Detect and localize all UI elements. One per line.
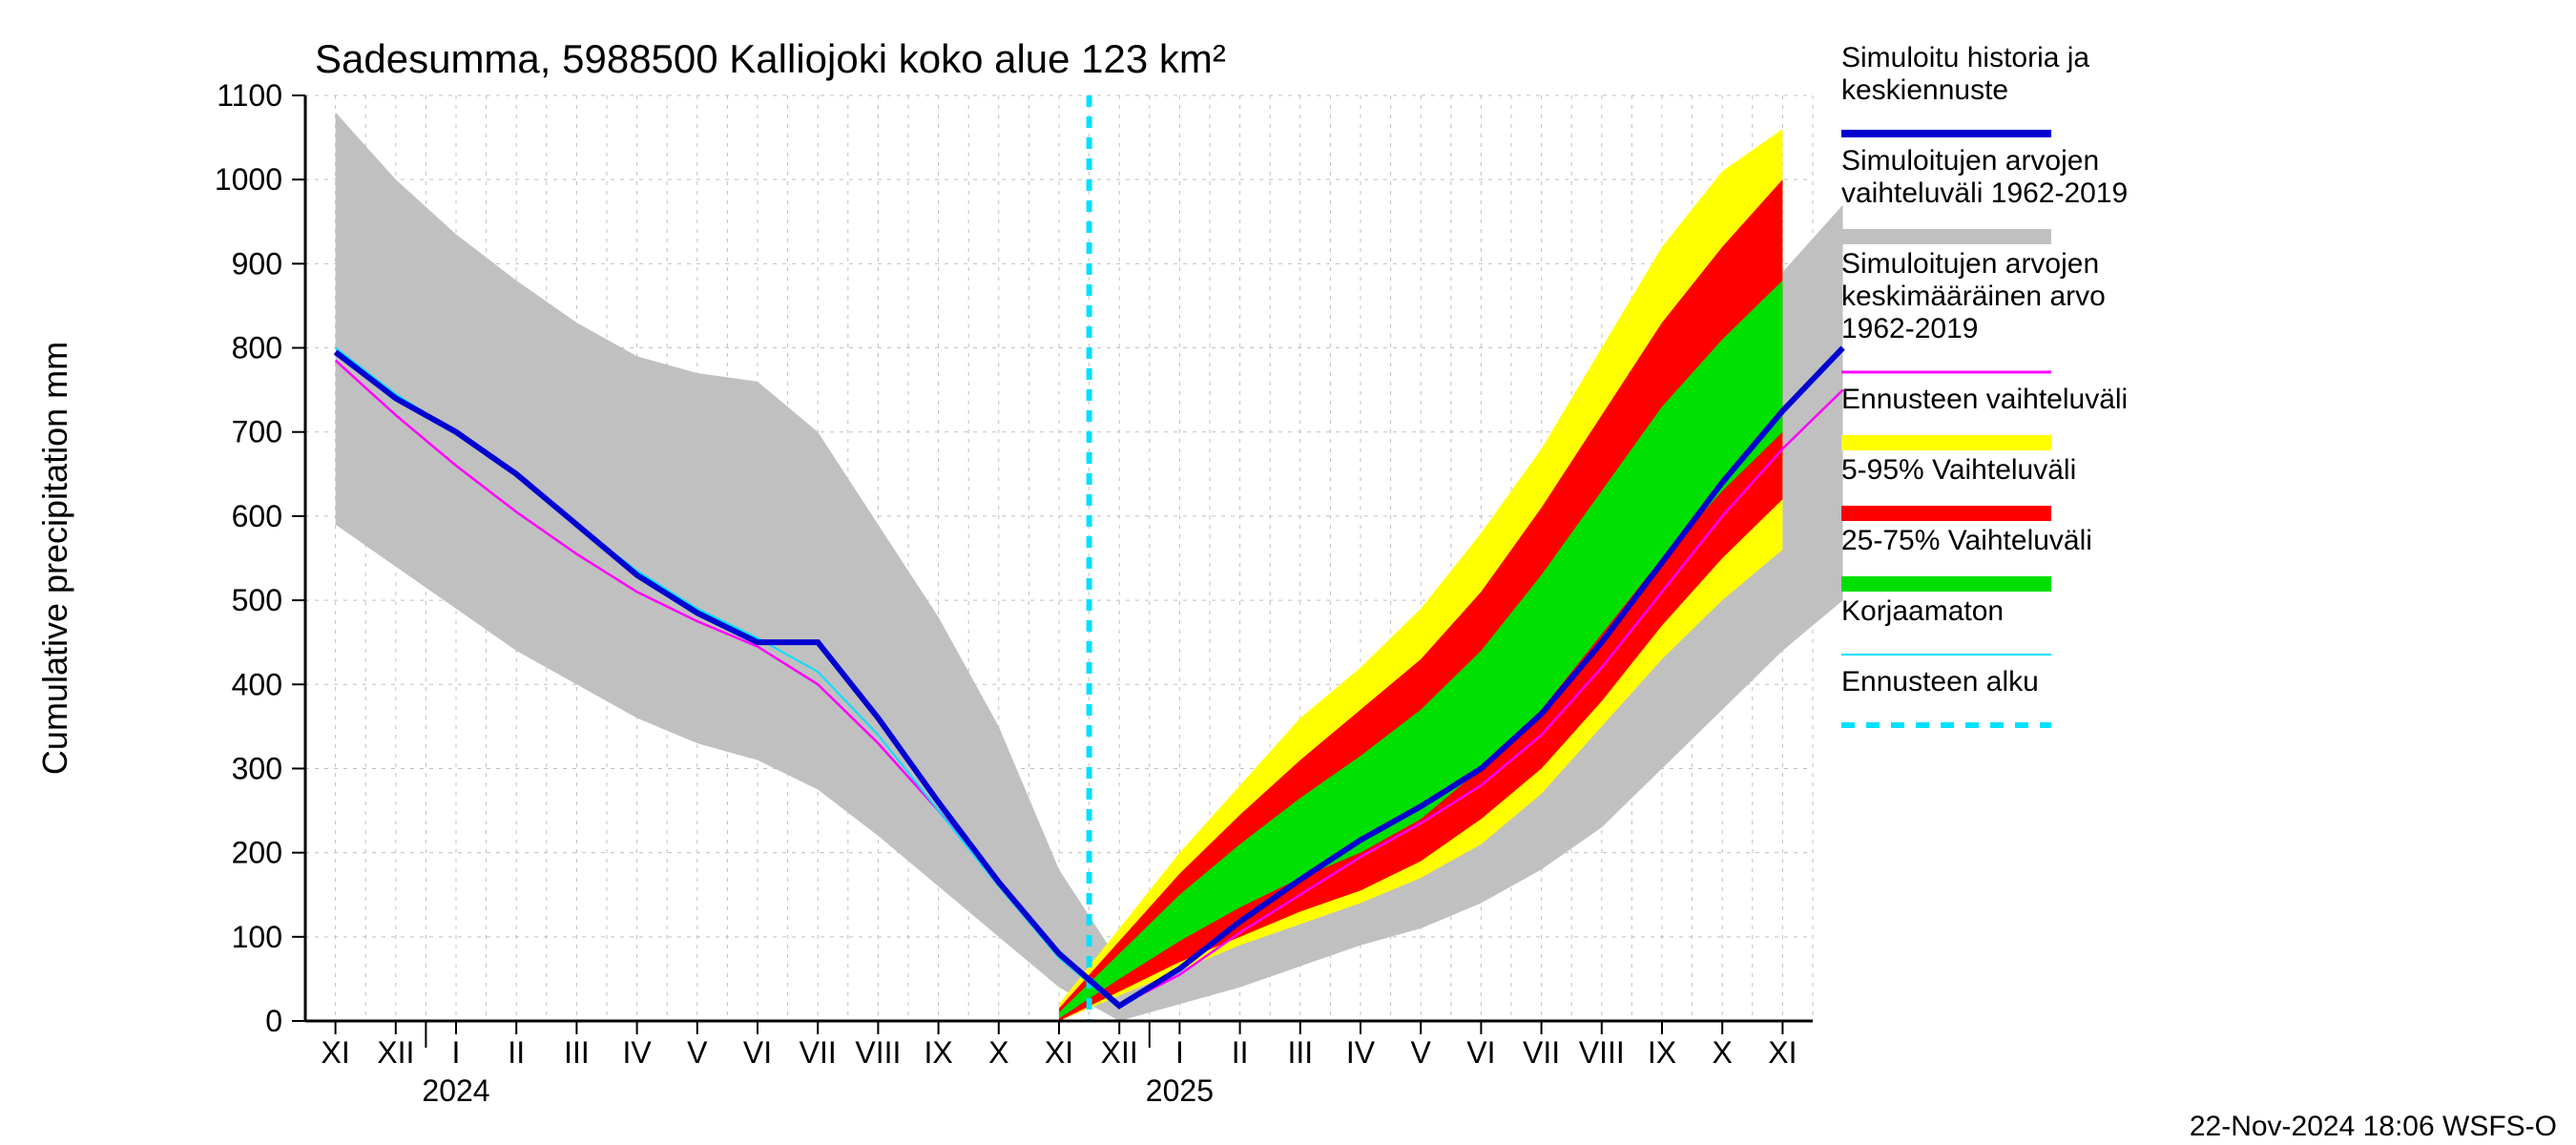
svg-text:Ennusteen alku: Ennusteen alku: [1841, 666, 2039, 697]
svg-text:keskimääräinen arvo: keskimääräinen arvo: [1841, 281, 2106, 312]
svg-text:V: V: [687, 1035, 708, 1070]
svg-text:V: V: [1411, 1035, 1432, 1070]
svg-text:VIII: VIII: [1579, 1035, 1625, 1070]
svg-text:IX: IX: [1648, 1035, 1676, 1070]
svg-text:25-75% Vaihteluväli: 25-75% Vaihteluväli: [1841, 525, 2092, 556]
svg-text:700: 700: [232, 415, 282, 449]
svg-text:IV: IV: [622, 1035, 652, 1070]
svg-text:I: I: [452, 1035, 461, 1070]
svg-text:600: 600: [232, 499, 282, 533]
svg-text:VII: VII: [800, 1035, 837, 1070]
svg-text:1100: 1100: [217, 78, 282, 113]
svg-text:VI: VI: [743, 1035, 772, 1070]
svg-text:2024: 2024: [422, 1073, 489, 1108]
svg-text:2025: 2025: [1146, 1073, 1214, 1108]
chart-title: Sadesumma, 5988500 Kalliojoki koko alue …: [315, 36, 1226, 81]
svg-text:800: 800: [232, 331, 282, 365]
svg-text:XI: XI: [321, 1035, 349, 1070]
svg-text:Simuloitujen arvojen: Simuloitujen arvojen: [1841, 145, 2099, 177]
svg-text:I: I: [1175, 1035, 1184, 1070]
svg-text:200: 200: [232, 836, 282, 870]
svg-text:500: 500: [232, 583, 282, 617]
svg-text:900: 900: [232, 246, 282, 281]
svg-text:VI: VI: [1466, 1035, 1495, 1070]
chart-svg: 010020030040050060070080090010001100XIXI…: [0, 0, 2576, 1145]
svg-text:IV: IV: [1346, 1035, 1376, 1070]
svg-text:Simuloitujen arvojen: Simuloitujen arvojen: [1841, 248, 2099, 280]
svg-text:Simuloitu historia ja: Simuloitu historia ja: [1841, 42, 2089, 73]
svg-text:XII: XII: [1101, 1035, 1138, 1070]
y-axis-label: Cumulative precipitation mm: [35, 342, 74, 775]
chart-footer: 22-Nov-2024 18:06 WSFS-O: [2190, 1111, 2557, 1142]
svg-text:Ennusteen vaihteluväli: Ennusteen vaihteluväli: [1841, 384, 2128, 415]
svg-text:vaihteluväli 1962-2019: vaihteluväli 1962-2019: [1841, 177, 2128, 209]
svg-text:1962-2019: 1962-2019: [1841, 313, 1978, 344]
svg-text:VIII: VIII: [855, 1035, 901, 1070]
svg-text:XI: XI: [1045, 1035, 1073, 1070]
svg-text:XII: XII: [377, 1035, 414, 1070]
svg-text:X: X: [988, 1035, 1008, 1070]
svg-text:1000: 1000: [215, 162, 282, 197]
svg-text:II: II: [1232, 1035, 1249, 1070]
svg-text:keskiennuste: keskiennuste: [1841, 74, 2008, 106]
svg-text:III: III: [1287, 1035, 1313, 1070]
svg-text:400: 400: [232, 667, 282, 701]
precipitation-chart: 010020030040050060070080090010001100XIXI…: [0, 0, 2576, 1145]
svg-text:Korjaamaton: Korjaamaton: [1841, 595, 2004, 627]
svg-text:X: X: [1713, 1035, 1733, 1070]
svg-text:IX: IX: [924, 1035, 952, 1070]
svg-text:5-95% Vaihteluväli: 5-95% Vaihteluväli: [1841, 454, 2076, 486]
svg-text:0: 0: [265, 1004, 282, 1038]
svg-text:300: 300: [232, 751, 282, 785]
svg-text:XI: XI: [1768, 1035, 1797, 1070]
svg-text:III: III: [564, 1035, 590, 1070]
svg-text:II: II: [508, 1035, 525, 1070]
svg-text:100: 100: [232, 920, 282, 954]
svg-text:VII: VII: [1523, 1035, 1560, 1070]
